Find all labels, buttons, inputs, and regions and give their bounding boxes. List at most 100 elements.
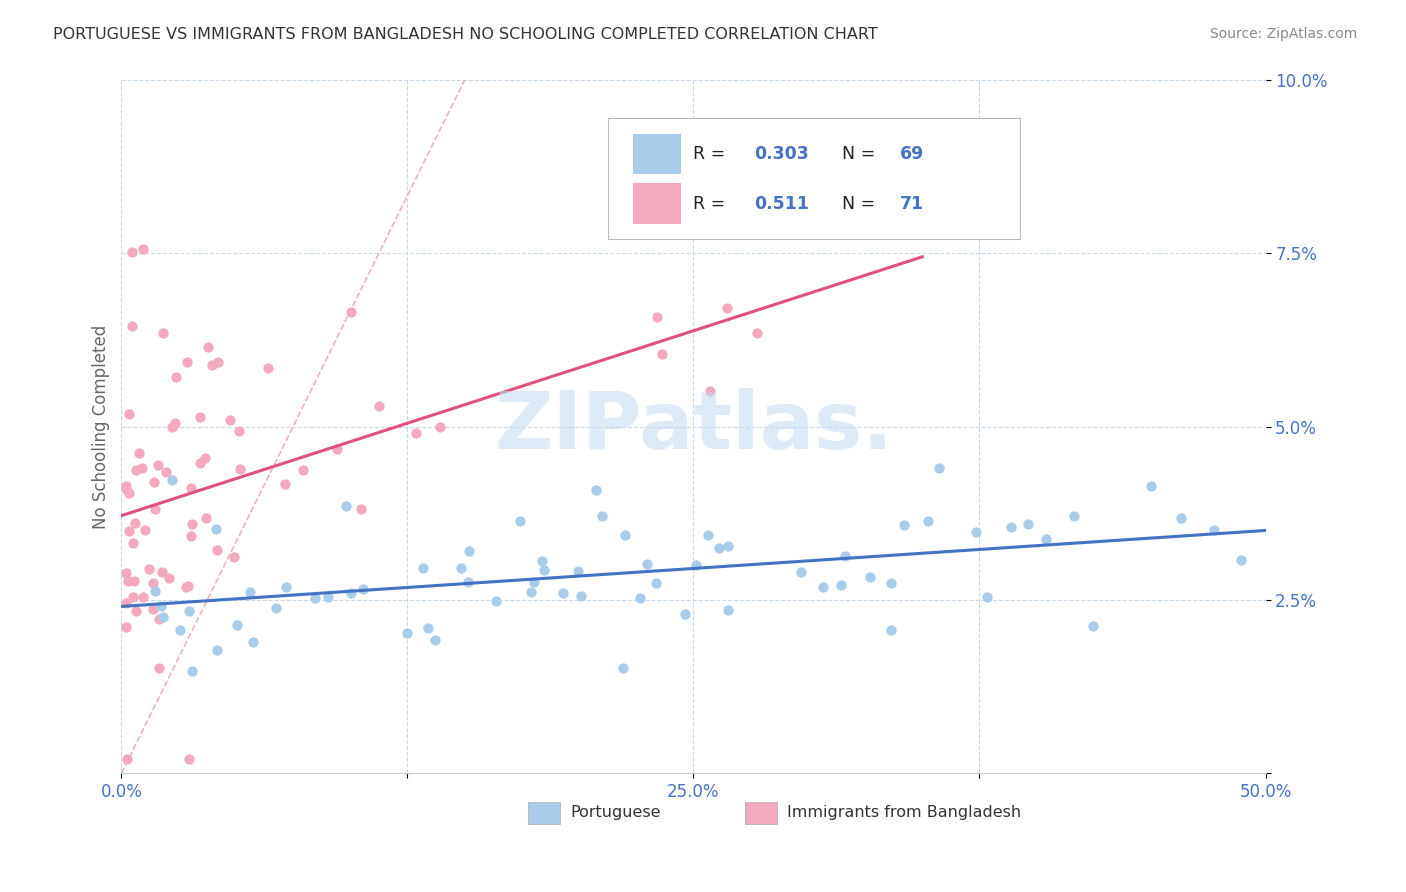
Point bbox=[205, 643, 228, 657]
Point bbox=[1204, 523, 1226, 537]
Text: Portuguese: Portuguese bbox=[569, 805, 661, 821]
Point bbox=[645, 575, 668, 590]
Point bbox=[274, 581, 297, 595]
Bar bbox=[633, 134, 681, 174]
Point bbox=[707, 541, 730, 556]
Point bbox=[326, 442, 349, 457]
Point bbox=[928, 460, 950, 475]
Point bbox=[165, 370, 187, 384]
Point bbox=[132, 590, 155, 604]
Point bbox=[148, 612, 170, 626]
Point bbox=[143, 583, 166, 598]
Point bbox=[163, 416, 186, 430]
Point bbox=[651, 346, 673, 360]
Point bbox=[134, 523, 156, 537]
Bar bbox=[633, 184, 681, 224]
Point bbox=[180, 481, 202, 495]
Point bbox=[553, 586, 575, 600]
Point bbox=[177, 752, 200, 766]
Point bbox=[531, 554, 554, 568]
Point bbox=[645, 310, 668, 325]
Point bbox=[429, 420, 451, 434]
Point bbox=[204, 523, 226, 537]
Point bbox=[747, 326, 769, 341]
Text: N =: N = bbox=[842, 145, 876, 163]
Point bbox=[425, 633, 447, 648]
Bar bbox=[527, 802, 560, 824]
Point bbox=[304, 591, 326, 606]
Point bbox=[222, 550, 245, 565]
Point bbox=[148, 661, 170, 675]
Point bbox=[614, 528, 637, 542]
Point bbox=[155, 465, 177, 479]
Point bbox=[405, 425, 427, 440]
Point bbox=[567, 564, 589, 578]
Point bbox=[685, 558, 707, 572]
Point bbox=[264, 600, 287, 615]
Point bbox=[229, 462, 252, 476]
Text: Source: ZipAtlas.com: Source: ZipAtlas.com bbox=[1209, 27, 1357, 41]
Point bbox=[716, 301, 738, 315]
Point bbox=[673, 607, 696, 621]
Text: 71: 71 bbox=[900, 194, 924, 212]
Text: R =: R = bbox=[693, 194, 725, 212]
Point bbox=[180, 664, 202, 678]
Point bbox=[523, 574, 546, 589]
Point bbox=[976, 591, 998, 605]
Point bbox=[180, 529, 202, 543]
Point bbox=[131, 460, 153, 475]
Point bbox=[188, 410, 211, 425]
Point bbox=[450, 561, 472, 575]
Point bbox=[205, 542, 228, 557]
Point bbox=[177, 579, 200, 593]
Point bbox=[138, 562, 160, 576]
Text: Immigrants from Bangladesh: Immigrants from Bangladesh bbox=[787, 805, 1021, 821]
Point bbox=[122, 574, 145, 589]
Point bbox=[117, 574, 139, 588]
Point bbox=[458, 543, 481, 558]
Point bbox=[160, 473, 183, 487]
Point bbox=[591, 508, 613, 523]
Point bbox=[115, 566, 138, 580]
Point bbox=[790, 565, 813, 579]
Point bbox=[218, 413, 240, 427]
Point bbox=[118, 485, 141, 500]
Point bbox=[146, 458, 169, 472]
Point bbox=[195, 511, 218, 525]
Point bbox=[717, 539, 740, 553]
Point bbox=[291, 462, 314, 476]
Point bbox=[457, 574, 479, 589]
Point bbox=[917, 514, 939, 528]
Point bbox=[176, 355, 198, 369]
Point bbox=[520, 585, 543, 599]
Point bbox=[132, 242, 155, 256]
Point bbox=[122, 536, 145, 550]
Point bbox=[834, 549, 856, 563]
Point bbox=[124, 604, 146, 618]
Point bbox=[201, 359, 224, 373]
Point bbox=[585, 483, 607, 498]
Point bbox=[628, 591, 651, 606]
Point bbox=[152, 610, 174, 624]
Point bbox=[395, 626, 418, 640]
Point bbox=[143, 502, 166, 516]
Point bbox=[121, 590, 143, 604]
Point bbox=[340, 585, 363, 599]
Text: N =: N = bbox=[842, 194, 876, 212]
Point bbox=[149, 599, 172, 613]
Point bbox=[181, 517, 204, 532]
Point bbox=[152, 326, 174, 341]
Point bbox=[239, 585, 262, 599]
Point bbox=[509, 514, 531, 528]
Point bbox=[188, 456, 211, 470]
Text: PORTUGUESE VS IMMIGRANTS FROM BANGLADESH NO SCHOOLING COMPLETED CORRELATION CHAR: PORTUGUESE VS IMMIGRANTS FROM BANGLADESH… bbox=[53, 27, 879, 42]
Point bbox=[143, 475, 166, 490]
Point bbox=[879, 575, 901, 590]
Point bbox=[1017, 517, 1039, 532]
Y-axis label: No Schooling Completed: No Schooling Completed bbox=[93, 325, 110, 529]
Point bbox=[207, 354, 229, 368]
Point bbox=[1000, 520, 1022, 534]
Point bbox=[115, 596, 138, 610]
Point bbox=[115, 620, 138, 634]
Point bbox=[965, 525, 987, 540]
